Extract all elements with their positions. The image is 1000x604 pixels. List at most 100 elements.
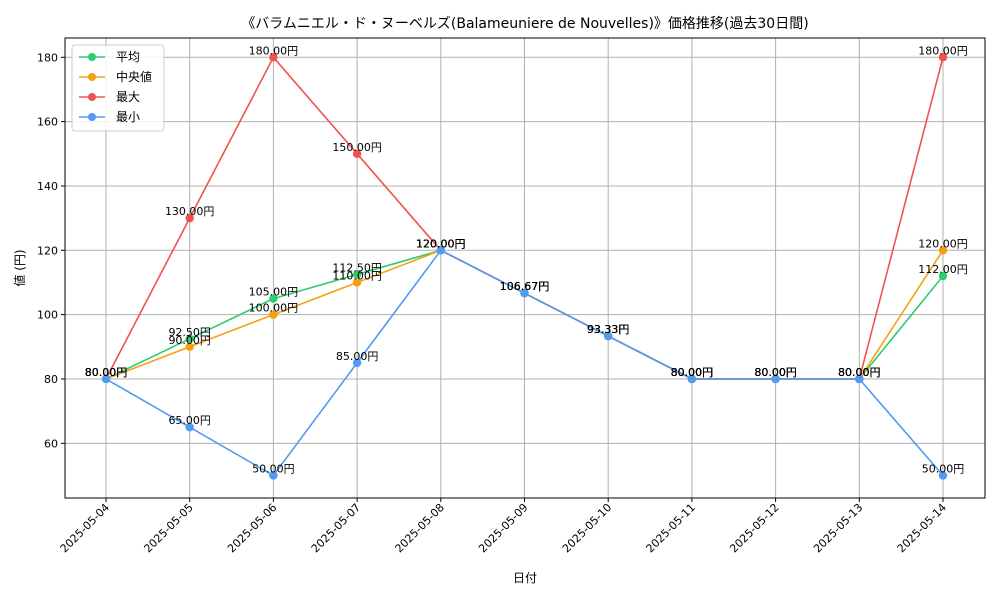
- data-label: 93.33円: [587, 323, 630, 336]
- data-point: [771, 374, 780, 384]
- data-label: 106.67円: [500, 280, 550, 293]
- y-tick-label: 80: [44, 373, 58, 386]
- y-axis-ticks: 60 80 100 120 140 160 180: [37, 51, 65, 450]
- x-tick-label: 2025-05-05: [141, 501, 195, 555]
- legend-marker: [88, 53, 96, 61]
- data-point: [185, 334, 194, 343]
- y-tick-label: 60: [44, 437, 58, 450]
- data-label: 120.00円: [918, 237, 968, 250]
- data-label: 106.67円: [500, 280, 550, 293]
- data-label: 180.00円: [918, 44, 968, 57]
- legend-item: 最大: [79, 90, 140, 104]
- x-tick-label: 2025-05-06: [225, 501, 279, 555]
- data-point: [185, 342, 194, 352]
- data-label: 80.00円: [85, 366, 128, 379]
- x-tick-label: 2025-05-10: [560, 501, 614, 555]
- x-tick-label: 2025-05-14: [895, 501, 949, 555]
- data-label: 80.00円: [671, 366, 714, 379]
- data-label: 120.00円: [416, 237, 466, 250]
- data-point: [520, 288, 529, 298]
- legend-marker: [88, 113, 96, 121]
- data-point: [101, 374, 111, 384]
- y-tick-label: 180: [37, 51, 58, 64]
- data-label: 130.00円: [165, 205, 215, 218]
- data-label: 80.00円: [754, 366, 797, 379]
- data-label: 80.00円: [85, 366, 128, 379]
- data-label: 92.50円: [168, 326, 211, 339]
- legend-item: 最小: [79, 110, 140, 124]
- data-label: 80.00円: [85, 366, 128, 379]
- data-point: [352, 278, 362, 287]
- data-label: 80.00円: [838, 366, 881, 379]
- data-point: [352, 358, 362, 368]
- legend-label: 平均: [116, 50, 140, 64]
- data-label: 80.00円: [754, 366, 797, 379]
- data-point: [352, 270, 362, 279]
- grid: [65, 38, 985, 498]
- data-label: 93.33円: [587, 323, 630, 336]
- legend-item: 平均: [79, 50, 140, 64]
- data-label: 120.00円: [416, 237, 466, 250]
- data-point: [269, 310, 278, 319]
- data-label: 85.00円: [336, 350, 379, 363]
- data-label: 80.00円: [838, 366, 881, 379]
- data-label: 120.00円: [416, 237, 466, 250]
- data-point: [185, 213, 194, 223]
- x-tick-label: 2025-05-09: [476, 501, 530, 555]
- y-tick-label: 140: [37, 180, 58, 193]
- legend-marker: [88, 93, 96, 101]
- data-point: [436, 246, 445, 255]
- data-label: 80.00円: [671, 366, 714, 379]
- x-tick-label: 2025-05-11: [644, 501, 698, 555]
- data-label: 105.00円: [249, 286, 299, 299]
- data-point: [269, 471, 278, 480]
- data-label: 93.33円: [587, 323, 630, 336]
- data-label: 112.50円: [332, 261, 382, 274]
- data-point: [938, 246, 948, 255]
- data-point: [687, 374, 697, 384]
- y-tick-label: 100: [37, 309, 58, 322]
- data-labels: 80.00円 92.50円 105.00円 112.50円 120.00円 106.67円…: [85, 44, 968, 475]
- data-label: 112.00円: [918, 263, 968, 276]
- data-label: 80.00円: [838, 366, 881, 379]
- legend-label: 最大: [116, 90, 140, 104]
- y-tick-label: 160: [37, 116, 58, 129]
- data-label: 50.00円: [252, 462, 295, 475]
- y-axis-title: 値 (円): [12, 249, 27, 286]
- x-tick-label: 2025-05-08: [393, 501, 447, 555]
- data-label: 80.00円: [671, 366, 714, 379]
- legend-label: 中央値: [116, 69, 152, 84]
- data-label: 50.00円: [922, 462, 965, 475]
- data-point: [604, 331, 613, 341]
- data-label: 80.00円: [85, 366, 128, 379]
- x-tick-label: 2025-05-13: [811, 501, 865, 555]
- data-label: 65.00円: [168, 414, 211, 427]
- data-label: 180.00円: [249, 44, 299, 57]
- data-label: 120.00円: [416, 237, 466, 250]
- data-label: 150.00円: [332, 141, 382, 154]
- data-point: [185, 423, 194, 432]
- x-axis-ticks: 2025-05-04 2025-05-05 2025-05-06 2025-05-07…: [58, 498, 949, 555]
- data-point: [269, 294, 278, 303]
- legend-box: [71, 44, 165, 132]
- data-point: [269, 53, 278, 62]
- data-label: 80.00円: [754, 366, 797, 379]
- chart-title: 《バラムニエル・ド・ヌーベルズ(Balameuniere de Nouvelle…: [241, 16, 808, 32]
- data-point: [938, 271, 948, 281]
- data-point: [352, 149, 362, 159]
- data-label: 80.00円: [671, 366, 714, 379]
- data-point: [938, 53, 948, 62]
- data-label: 106.67円: [500, 280, 550, 293]
- x-tick-label: 2025-05-12: [727, 501, 781, 555]
- data-label: 106.67円: [500, 280, 550, 293]
- data-label: 80.00円: [838, 366, 881, 379]
- data-label: 110.00円: [332, 269, 382, 282]
- data-label: 80.00円: [754, 366, 797, 379]
- data-label: 90.00円: [168, 334, 211, 347]
- series-4: [101, 246, 948, 480]
- series-layer: [101, 53, 948, 480]
- legend-label: 最小: [116, 110, 140, 124]
